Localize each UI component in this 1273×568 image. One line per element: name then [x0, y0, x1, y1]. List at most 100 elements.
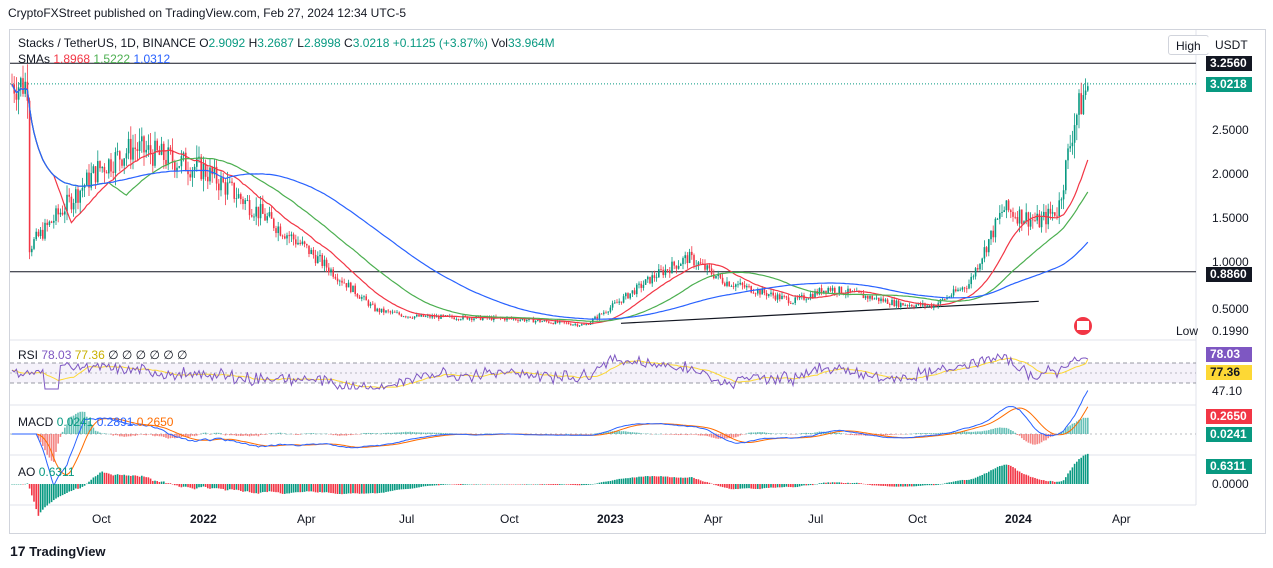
ao-bar-125 — [286, 484, 288, 494]
ao-bar-326 — [728, 484, 730, 489]
candle-body-30 — [77, 189, 79, 203]
candle-body-445 — [990, 230, 992, 240]
macd-hist-bar-400 — [891, 434, 893, 435]
ao-bar-254 — [570, 484, 572, 485]
candle-body-330 — [737, 284, 739, 286]
ao-bar-483 — [1073, 463, 1076, 484]
ao-bar-184 — [416, 484, 418, 488]
candle-body-207 — [466, 316, 469, 320]
ao-bar-432 — [961, 479, 964, 484]
macd-hist-bar-375 — [836, 432, 838, 434]
ao-bar-85 — [198, 484, 200, 488]
macd-hist-bar-80 — [187, 434, 189, 438]
macd-hist-bar-336 — [750, 432, 752, 434]
macd-hist-bar-77 — [180, 434, 183, 438]
macd-hist-bar-300 — [671, 434, 673, 435]
ao-bar-279 — [625, 478, 627, 484]
macd-hist-bar-440 — [979, 431, 981, 434]
ao-bar-256 — [574, 484, 576, 486]
macd-hist-bar-147 — [334, 434, 337, 436]
macd-hist-bar-61 — [145, 434, 147, 436]
ao-bar-50 — [121, 475, 123, 484]
candle-body-54 — [130, 138, 132, 160]
ao-bar-420 — [935, 484, 937, 486]
ao-bar-52 — [125, 475, 128, 484]
candle-body-3 — [17, 87, 20, 100]
ao-bar-448 — [996, 466, 999, 484]
ao-bar-12 — [37, 484, 40, 516]
macd-hist-bar-479 — [1065, 428, 1067, 434]
ao-bar-79 — [185, 484, 187, 487]
candle-body-203 — [457, 319, 460, 320]
macd-hist-bar-338 — [754, 432, 757, 434]
candle-body-99 — [229, 181, 231, 183]
macd-hist-bar-95 — [220, 433, 222, 434]
ao-bar-451 — [1003, 464, 1005, 484]
ao-bar-393 — [875, 484, 878, 486]
candle-body-312 — [697, 262, 700, 266]
macd-hist-bar-148 — [336, 434, 339, 436]
macd-hist-bar-313 — [699, 434, 702, 436]
ao-bar-204 — [460, 484, 462, 485]
macd-hist-bar-172 — [389, 432, 392, 434]
ao-bar-244 — [548, 484, 550, 485]
ao-bar-286 — [640, 476, 642, 484]
ao-bar-177 — [400, 484, 403, 490]
macd-hist-bar-166 — [376, 433, 378, 434]
macd-hist-bar-164 — [372, 433, 374, 434]
candle-body-201 — [453, 317, 455, 320]
ao-bar-300 — [671, 477, 673, 484]
candle-body-152 — [345, 283, 348, 288]
macd-hist-bar-104 — [240, 434, 242, 436]
macd-hist-bar-306 — [684, 434, 686, 435]
ao-bar-304 — [680, 477, 682, 484]
currency-button[interactable]: USDT — [1208, 35, 1255, 55]
candle-body-40 — [99, 161, 101, 169]
macd-hist-bar-105 — [242, 434, 244, 436]
candle-body-361 — [805, 299, 807, 301]
ao-bar-331 — [739, 484, 741, 489]
low-label: Low — [1176, 324, 1199, 338]
x-label-oct-2023: Oct — [908, 512, 927, 526]
ao-bar-18 — [50, 484, 53, 503]
candle-body-274 — [614, 302, 616, 304]
macd-hist-bar-307 — [686, 434, 689, 436]
high-toggle-button[interactable]: High — [1168, 35, 1209, 55]
ao-bar-457 — [1016, 470, 1019, 484]
candle-body-180 — [407, 316, 409, 318]
ao-bar-172 — [389, 484, 392, 492]
macd-hist-bar-81 — [189, 434, 191, 437]
candle-body-55 — [132, 147, 134, 160]
ao-bar-93 — [215, 484, 218, 489]
candle-body-198 — [446, 315, 449, 317]
macd-hist-bar-23 — [61, 431, 64, 434]
candle-body-483 — [1073, 125, 1076, 143]
ao-bar-477 — [1060, 481, 1063, 484]
candle-body-89 — [207, 176, 209, 182]
candle-body-124 — [284, 236, 286, 239]
ao-bar-324 — [724, 484, 726, 488]
candle-body-110 — [253, 216, 255, 218]
candle-body-351 — [783, 295, 785, 297]
ao-bar-350 — [781, 484, 783, 488]
candle-body-177 — [400, 314, 403, 317]
macd-hist-bar-46 — [112, 434, 114, 436]
low-label: L — [297, 36, 304, 50]
ao-bar-102 — [235, 484, 238, 490]
ao-bar-344 — [768, 484, 770, 488]
ao-bar-92 — [213, 484, 216, 489]
ao-bar-205 — [462, 484, 464, 485]
ao-bar-438 — [974, 477, 977, 484]
candle-body-469 — [1043, 211, 1045, 217]
ao-bar-466 — [1036, 478, 1038, 484]
macd-hist-bar-455 — [1012, 431, 1014, 434]
candle-body-324 — [724, 283, 726, 286]
ao-bar-71 — [167, 483, 169, 484]
ao-bar-484 — [1076, 461, 1078, 484]
ao-bar-389 — [867, 484, 869, 485]
macd-hist-bar-451 — [1003, 427, 1005, 434]
price-tick-0500: 0.5000 — [1212, 302, 1249, 316]
high-price-tag: 3.2560 — [1206, 56, 1252, 71]
candle-body-136 — [310, 249, 312, 255]
